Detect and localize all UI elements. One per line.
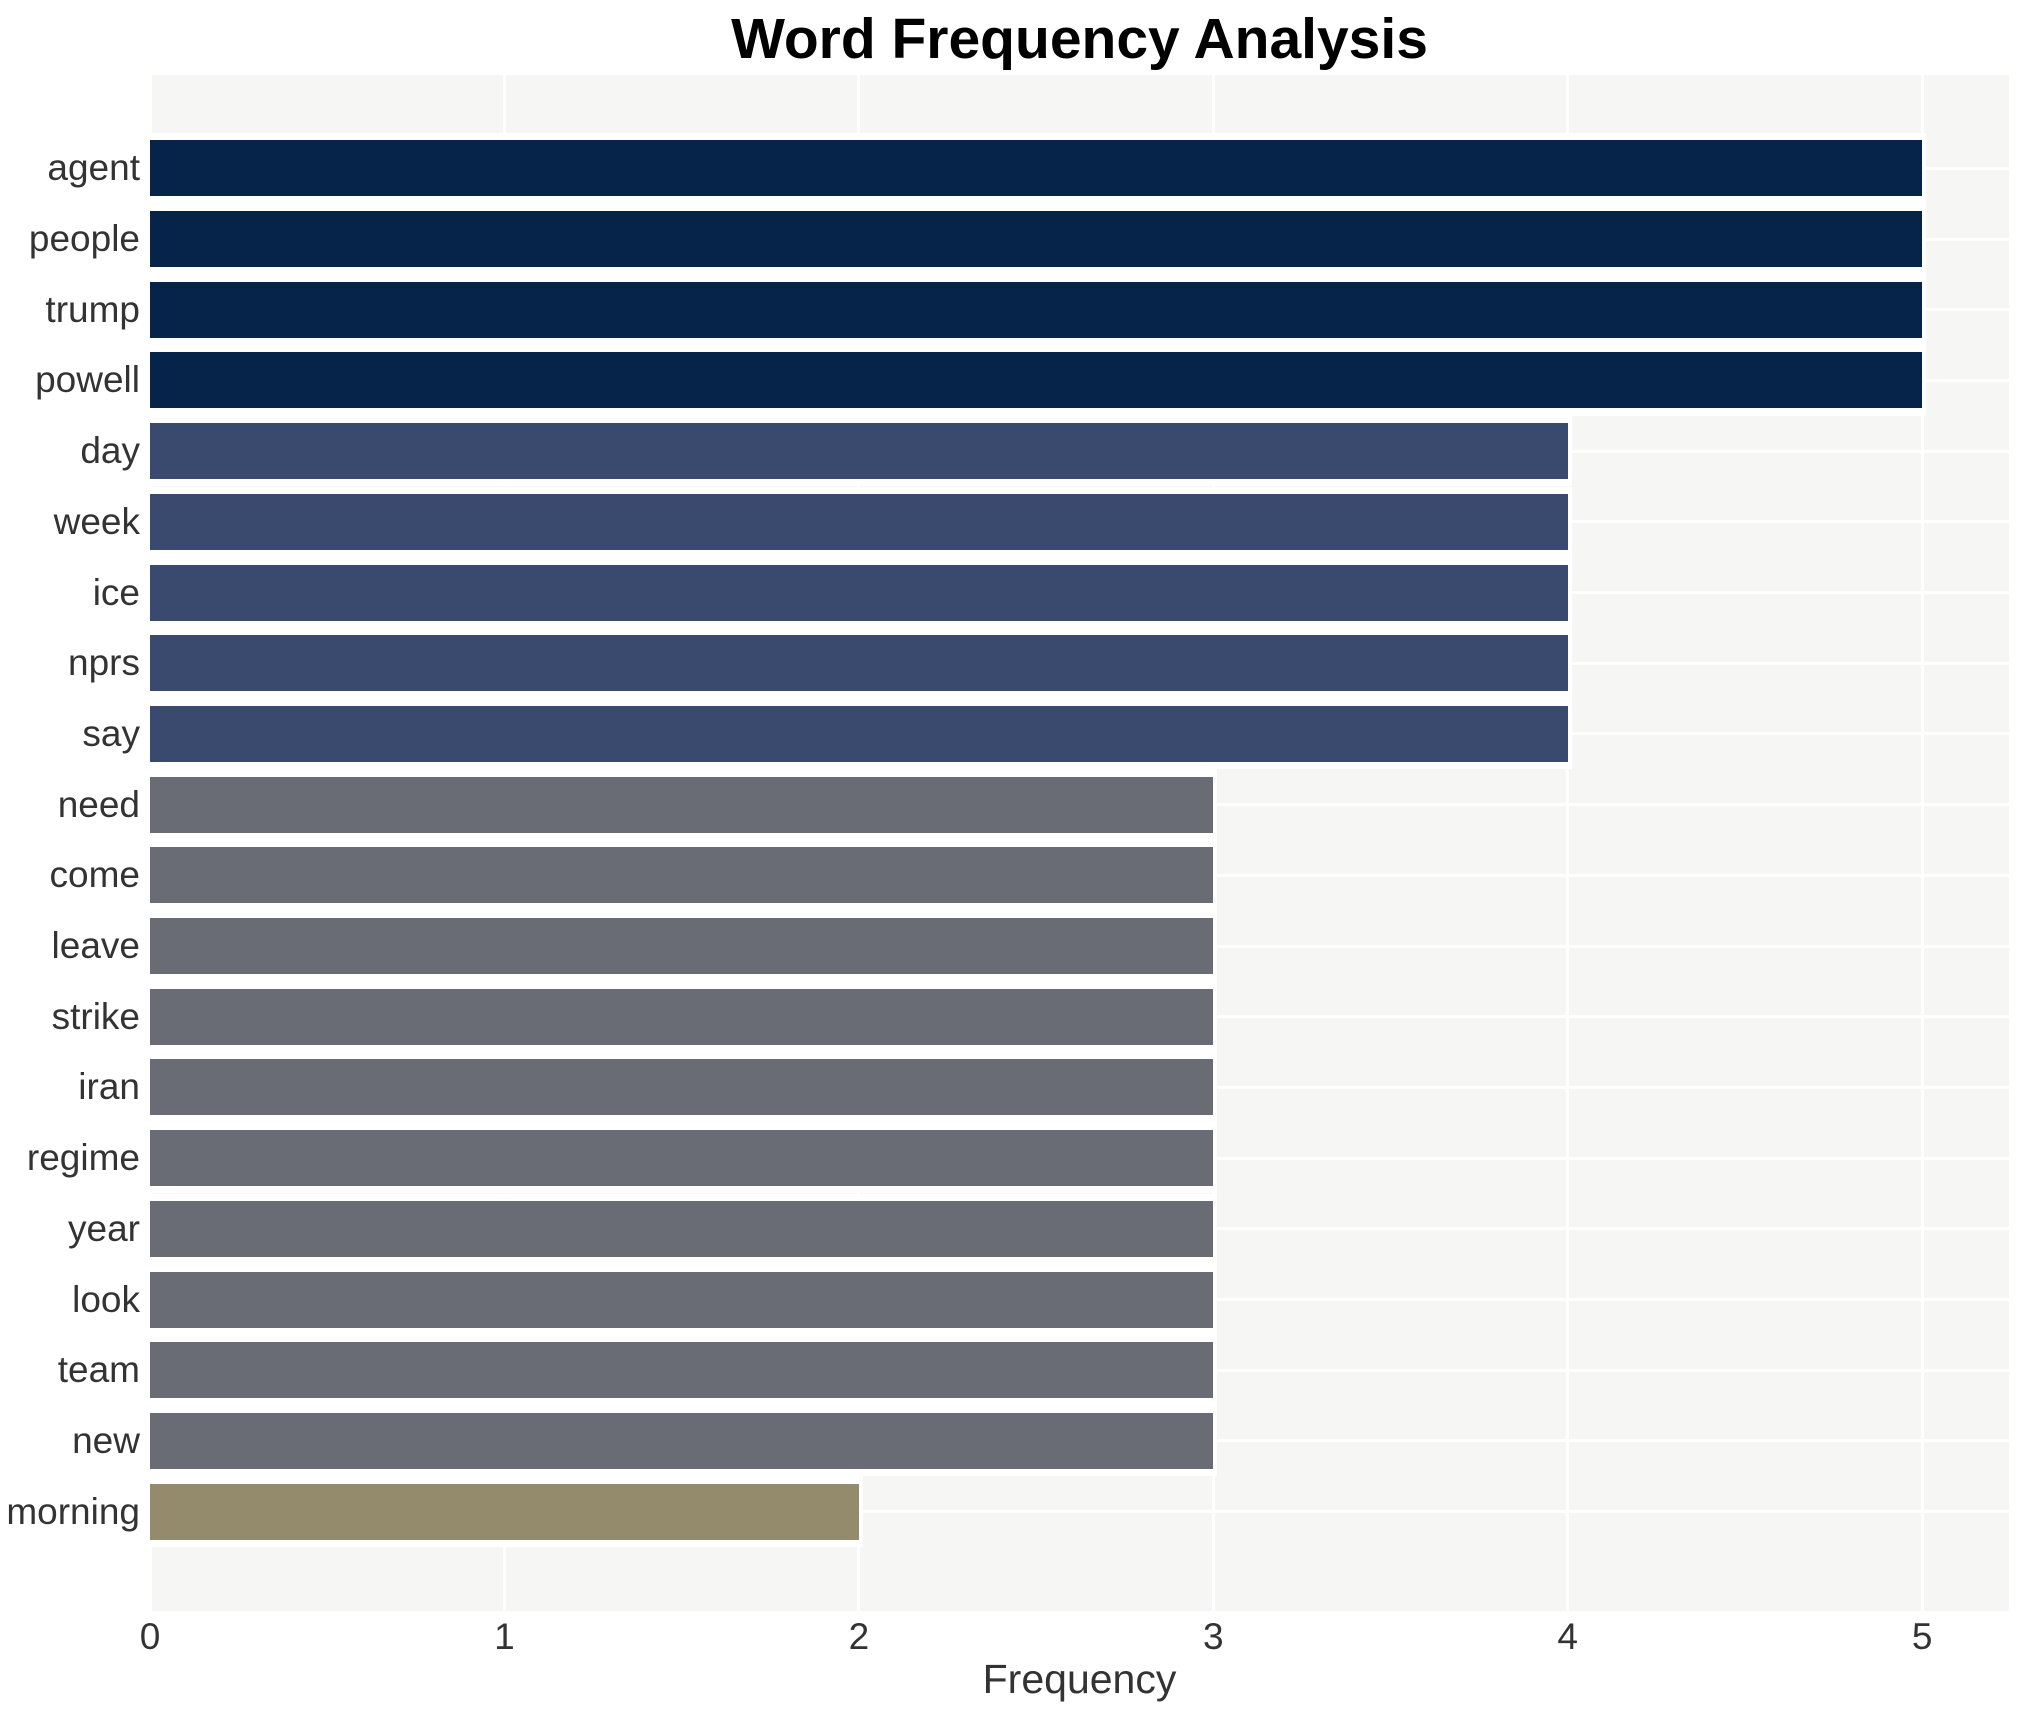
bar [150,1130,1214,1187]
bar [150,564,1568,621]
bar [150,705,1568,762]
x-axis-title: Frequency [982,1656,1177,1702]
category-label: need [57,783,140,825]
bar [150,493,1568,550]
v-gridline [1920,75,1924,1611]
category-label: leave [51,925,140,967]
bar [150,140,1923,197]
bar [150,281,1923,338]
plot-area [148,75,2009,1611]
x-tick-label: 3 [1203,1616,1224,1657]
chart-title: Word Frequency Analysis [731,7,1428,71]
bar [150,1200,1214,1257]
category-label: agent [47,147,140,189]
category-label: iran [78,1066,140,1108]
x-tick-label: 0 [139,1616,161,1657]
bar [150,1483,859,1540]
category-label: strike [51,995,140,1037]
category-label: look [72,1278,140,1320]
bar [150,1271,1214,1328]
category-label: day [80,430,140,472]
v-gridline [1566,75,1570,1611]
h-gridline [150,1510,2009,1514]
category-label: week [53,500,140,542]
x-tick-label: 4 [1557,1616,1578,1657]
category-label: trump [45,288,140,330]
bar [150,1412,1214,1469]
bar [150,847,1214,904]
bar [150,423,1568,480]
category-label: morning [6,1490,140,1532]
category-label: come [49,854,140,896]
category-label: year [68,1207,140,1249]
bar [150,776,1214,833]
bar [150,1342,1214,1399]
bar [150,988,1214,1045]
bar [150,211,1923,268]
category-label: nprs [68,642,140,684]
x-tick-label: 2 [848,1616,870,1657]
category-label: powell [35,359,140,401]
category-label: new [72,1419,140,1461]
x-tick-label: 1 [494,1616,515,1657]
category-label: regime [26,1137,140,1179]
category-label: team [57,1349,140,1391]
bar [150,918,1214,975]
bar [150,635,1568,692]
bar [150,1059,1214,1116]
category-label: people [28,218,140,260]
category-label: say [82,712,140,754]
category-label: ice [92,571,140,613]
x-tick-label: 5 [1911,1616,1933,1657]
bar [150,352,1923,409]
